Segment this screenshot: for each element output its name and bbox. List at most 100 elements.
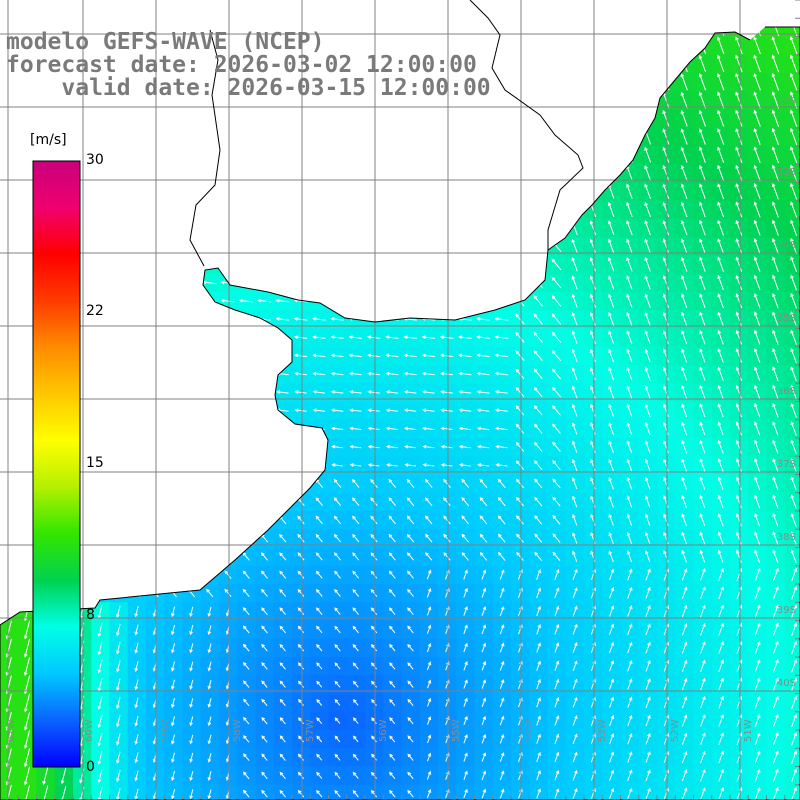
wind-arrow (717, 238, 724, 254)
wind-arrow (207, 661, 212, 672)
wind-arrow (790, 164, 798, 182)
wind-arrow (590, 440, 596, 453)
wind-arrow (627, 769, 633, 781)
wind-arrow (116, 696, 121, 710)
wind-arrow (189, 789, 194, 800)
wind-arrow (515, 350, 525, 362)
wind-arrow (790, 457, 797, 473)
wind-arrow (427, 752, 432, 762)
wind-arrow (718, 659, 724, 672)
wind-arrow (407, 588, 414, 597)
wind-arrow (662, 110, 670, 127)
wind-arrow (589, 312, 596, 326)
wind-arrow (134, 624, 139, 636)
wind-arrow (790, 201, 798, 218)
wind-arrow (626, 422, 633, 435)
wind-arrow (499, 697, 505, 708)
wind-arrow (481, 770, 487, 781)
wind-arrow (681, 495, 687, 508)
wind-arrow (334, 607, 341, 615)
lon-label: 59W (160, 719, 171, 742)
wind-arrow (772, 677, 779, 691)
wind-arrow (717, 256, 724, 272)
wind-arrow (499, 660, 505, 671)
wind-arrow (590, 458, 596, 472)
wind-arrow (681, 440, 688, 454)
wind-arrow (772, 311, 779, 327)
wind-arrow (536, 605, 541, 617)
wind-arrow (352, 662, 359, 670)
wind-arrow (627, 641, 633, 654)
wind-arrow (115, 605, 121, 619)
wind-arrow (644, 165, 651, 181)
wind-arrow (171, 697, 175, 709)
wind-arrow (536, 678, 541, 690)
wind-arrow (753, 293, 761, 309)
wind-arrow (772, 695, 779, 709)
wind-arrow (644, 440, 651, 454)
wind-arrow (626, 477, 633, 490)
wind-arrow (589, 348, 596, 363)
wind-arrow (791, 640, 798, 655)
wind-arrow (700, 714, 706, 727)
wind-arrow (349, 390, 362, 394)
wind-arrow (461, 497, 470, 507)
wind-arrow (589, 330, 596, 344)
wind-arrow (189, 771, 194, 782)
wind-arrow (754, 622, 761, 636)
wind-arrow (481, 642, 487, 653)
wind-arrow (589, 293, 596, 308)
wind-arrow (458, 426, 472, 431)
wind-arrow (385, 444, 398, 449)
wind-arrow (533, 368, 543, 380)
wind-arrow (440, 408, 453, 413)
wind-arrow (97, 659, 103, 674)
wind-arrow (23, 730, 31, 750)
wind-arrow (626, 550, 633, 563)
wind-arrow (463, 661, 468, 671)
model-title: modelo GEFS-WAVE (NCEP) (6, 29, 325, 55)
wind-arrow (663, 421, 669, 436)
wind-arrow (771, 109, 780, 127)
wind-arrow (772, 768, 779, 782)
wind-arrow (645, 568, 651, 581)
wind-arrow (572, 678, 578, 690)
wind-arrow (572, 623, 578, 635)
wind-arrow (644, 293, 651, 308)
wind-arrow (680, 91, 688, 109)
wind-arrow (681, 787, 688, 800)
speed-cell (237, 784, 257, 800)
speed-cell (784, 27, 800, 38)
wind-arrow (572, 769, 578, 781)
wind-arrow (572, 532, 578, 544)
wind-arrow (753, 36, 761, 55)
wind-arrow (298, 698, 304, 706)
wind-arrow (279, 643, 286, 652)
wind-arrow (571, 367, 578, 381)
wind-arrow (772, 348, 779, 363)
wind-arrow (189, 716, 194, 727)
wind-arrow (644, 201, 651, 218)
wind-arrow (699, 403, 706, 418)
wind-arrow (352, 497, 360, 507)
wind-arrow (644, 183, 651, 199)
wind-arrow (554, 623, 560, 635)
wind-arrow (404, 463, 416, 467)
wind-arrow (189, 679, 194, 690)
wind-arrow (681, 531, 687, 545)
wind-arrow (717, 293, 724, 309)
wind-arrow (699, 476, 706, 490)
lon-label: 56W (378, 719, 389, 742)
wind-arrow (754, 695, 761, 709)
wind-arrow (476, 426, 490, 431)
wind-arrow (371, 735, 377, 743)
wind-arrow (463, 569, 468, 580)
wind-arrow (331, 426, 344, 431)
wind-arrow (334, 771, 341, 779)
wind-arrow (407, 789, 414, 798)
wind-arrow (572, 660, 578, 672)
wind-arrow (754, 366, 761, 382)
wind-arrow (681, 311, 688, 327)
wind-arrow (371, 680, 377, 688)
wind-arrow (406, 478, 415, 488)
